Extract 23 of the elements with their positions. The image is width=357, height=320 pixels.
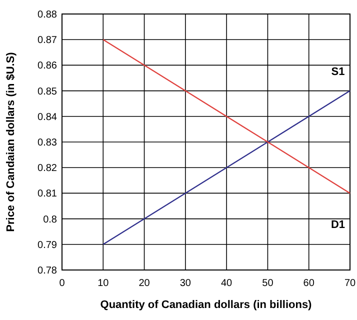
y-tick-label: 0.87	[38, 35, 58, 46]
y-tick-label: 0.86	[38, 60, 58, 72]
series-label: S1	[331, 66, 345, 78]
y-tick-label: 0.88	[38, 10, 58, 20]
y-tick-label: 0.79	[38, 240, 58, 251]
y-tick-label: 0.85	[38, 86, 58, 98]
x-tick-label: 60	[303, 278, 315, 289]
y-tick-label: 0.8	[43, 214, 58, 226]
x-tick-label: 40	[221, 278, 233, 289]
y-tick-label: 0.82	[38, 163, 58, 174]
x-axis-title: Quantity of Canadian dollars (in billions)	[100, 299, 312, 311]
text: D1	[330, 218, 346, 231]
x-tick-label: 30	[180, 278, 192, 289]
x-tick-label: 50	[262, 278, 274, 289]
y-tick-label: 0.78	[38, 266, 58, 276]
x-tick-label: 10	[98, 278, 110, 289]
y-tick-label: 0.81	[38, 188, 58, 200]
y-tick-label: 0.84	[38, 112, 58, 123]
y-tick-label: 0.83	[38, 138, 58, 148]
x-tick-label: 20	[138, 278, 150, 289]
y-axis-title: Price of Candaian dollars (in $U.S)	[5, 52, 17, 232]
x-tick-label: 70	[344, 278, 356, 289]
x-tick-label: 0	[59, 278, 66, 289]
